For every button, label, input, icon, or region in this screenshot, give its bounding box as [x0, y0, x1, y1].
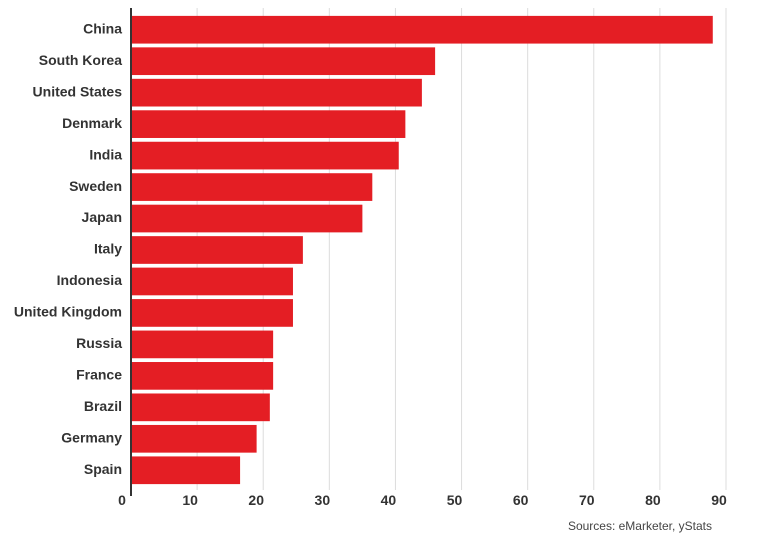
x-tick-label-50: 50 [447, 492, 463, 508]
bar-denmark [131, 110, 406, 138]
bar-united-kingdom [131, 299, 293, 327]
category-label-denmark: Denmark [62, 115, 122, 131]
bar-italy [131, 236, 303, 264]
category-label-france: France [76, 367, 122, 383]
x-tick-label-60: 60 [513, 492, 529, 508]
category-label-japan: Japan [82, 209, 122, 225]
bar-china [131, 15, 713, 44]
bar-japan [131, 204, 363, 233]
bar-india [131, 141, 399, 170]
category-label-united-kingdom: United Kingdom [14, 304, 122, 320]
x-tick-label-30: 30 [315, 492, 331, 508]
x-tick-label-70: 70 [579, 492, 595, 508]
category-label-russia: Russia [76, 335, 122, 351]
x-tick-label-90: 90 [711, 492, 727, 508]
bar-united-states [131, 78, 422, 107]
category-label-brazil: Brazil [84, 398, 122, 414]
category-label-spain: Spain [84, 461, 122, 477]
bar-france [131, 362, 274, 390]
x-tick-label-0: 0 [118, 492, 126, 508]
bar-russia [131, 330, 274, 359]
category-label-india: India [89, 146, 122, 162]
x-tick-label-20: 20 [248, 492, 264, 508]
bar-brazil [131, 393, 270, 422]
category-label-italy: Italy [94, 241, 122, 257]
category-label-china: China [83, 20, 122, 36]
x-tick-label-10: 10 [182, 492, 198, 508]
source-note: Sources: eMarketer, yStats [567, 519, 712, 533]
bar-sweden [131, 173, 373, 201]
x-tick-label-80: 80 [645, 492, 661, 508]
bar-germany [131, 424, 257, 453]
bar-spain [131, 456, 241, 485]
category-label-indonesia: Indonesia [57, 272, 123, 288]
bar-indonesia [131, 267, 293, 296]
category-label-united-states: United States [33, 83, 123, 99]
bar-south-korea [131, 47, 436, 76]
category-label-germany: Germany [61, 430, 122, 446]
x-tick-label-40: 40 [381, 492, 397, 508]
category-label-sweden: Sweden [69, 178, 122, 194]
category-label-south-korea: South Korea [39, 52, 122, 68]
